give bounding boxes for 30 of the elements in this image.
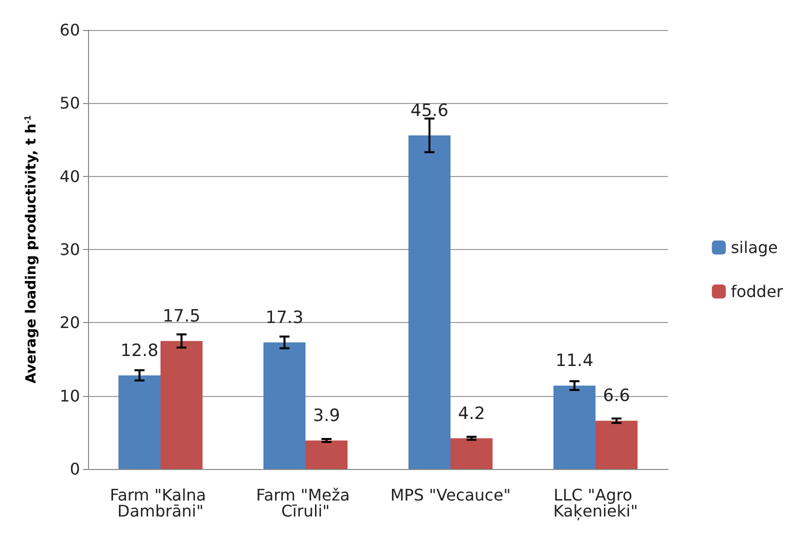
data-label: 17.5 [162,306,200,326]
bar [408,135,450,469]
data-label: 12.8 [120,340,158,361]
bar [450,438,493,469]
x-tick-label: LLC "Agro Kaķenieki" [553,486,638,520]
data-label: 17.3 [266,308,304,328]
x-tick-label: Farm "Meža Cīruli" [256,486,355,520]
bar [553,386,596,469]
x-tick-label: MPS "Vecauce" [390,486,511,504]
y-tick-label: 20 [60,313,80,332]
data-label: 11.4 [556,351,594,372]
y-tick-label: 10 [60,386,80,406]
data-label: 6.6 [603,386,630,406]
data-label: 4.2 [458,404,486,424]
y-tick-label: 0 [70,460,80,478]
data-label: 3.9 [313,406,340,426]
y-tick-label: 60 [60,20,80,40]
bar [118,375,160,469]
y-tick-label: 50 [60,94,80,113]
x-tick-label: Farm "Kalna Dambrāni" [110,486,212,520]
legend-label: fodder [730,282,784,301]
bar [263,342,306,469]
y-tick-label: 30 [60,240,80,259]
bar [306,440,348,469]
legend-label: silage [730,238,778,257]
bar [160,340,203,469]
data-label: 45.6 [410,100,448,121]
y-tick-label: 40 [60,166,80,186]
bar [596,420,638,469]
y-axis-title: Average loading productivity, t h-1 [22,116,40,384]
